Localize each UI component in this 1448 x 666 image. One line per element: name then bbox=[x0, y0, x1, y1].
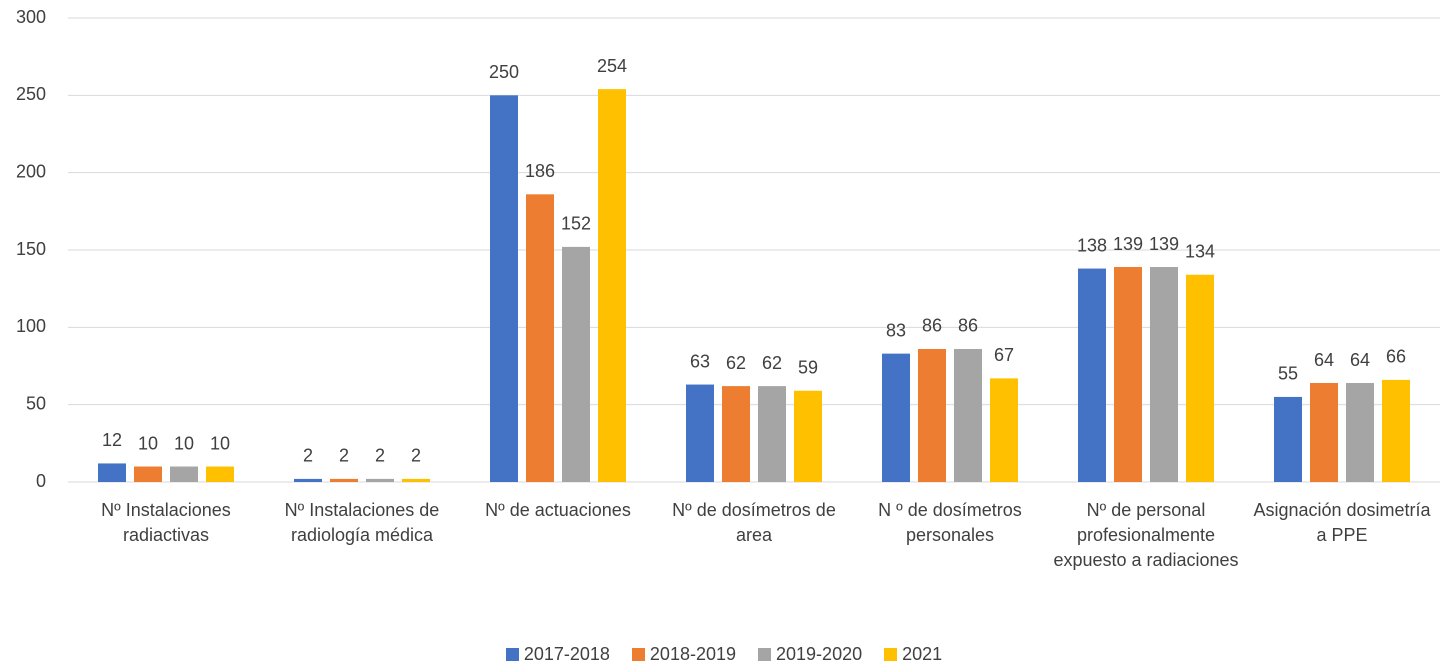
data-label: 2 bbox=[411, 446, 421, 466]
data-label: 254 bbox=[597, 56, 627, 76]
bar bbox=[134, 466, 162, 482]
data-label: 152 bbox=[561, 214, 591, 234]
data-label: 83 bbox=[886, 320, 906, 340]
data-label: 67 bbox=[994, 345, 1014, 365]
y-tick-label: 100 bbox=[16, 316, 46, 336]
data-label: 10 bbox=[210, 433, 230, 453]
data-label: 12 bbox=[102, 430, 122, 450]
bar bbox=[1150, 267, 1178, 482]
data-label: 186 bbox=[525, 161, 555, 181]
bar bbox=[882, 353, 910, 482]
bar bbox=[366, 478, 394, 482]
data-label: 64 bbox=[1314, 350, 1334, 370]
x-tick-label: Asignación dosimetría a PPE bbox=[1253, 500, 1431, 545]
x-tick-label: N º de dosímetros personales bbox=[878, 500, 1022, 545]
bar bbox=[918, 348, 946, 482]
legend-label: 2019-2020 bbox=[776, 644, 863, 664]
data-label: 139 bbox=[1149, 234, 1179, 254]
data-label: 134 bbox=[1185, 241, 1215, 261]
bar bbox=[686, 384, 714, 482]
bar bbox=[1346, 383, 1374, 482]
x-tick-label: Nº Instalaciones radiactivas bbox=[101, 500, 231, 545]
legend-swatch bbox=[884, 648, 898, 661]
bar bbox=[722, 386, 750, 482]
data-label: 10 bbox=[138, 433, 158, 453]
legend-item: 2018-2019 bbox=[631, 644, 737, 665]
bar bbox=[598, 89, 626, 482]
x-tick-label: Nº de personal profesionalmente expuesto… bbox=[1053, 500, 1239, 570]
data-label: 64 bbox=[1350, 350, 1370, 370]
bar bbox=[794, 390, 822, 482]
data-label: 55 bbox=[1278, 364, 1298, 384]
bar bbox=[206, 466, 234, 482]
bar bbox=[294, 478, 322, 482]
bar bbox=[526, 194, 554, 482]
bar bbox=[1382, 379, 1410, 482]
legend-swatch bbox=[758, 648, 772, 661]
bar bbox=[170, 466, 198, 482]
y-tick-label: 300 bbox=[16, 7, 46, 27]
data-label: 59 bbox=[798, 357, 818, 377]
bar bbox=[330, 478, 358, 482]
bar bbox=[562, 246, 590, 482]
bar bbox=[1310, 383, 1338, 482]
legend-swatch bbox=[505, 648, 519, 661]
legend-item: 2021 bbox=[884, 644, 942, 665]
bar bbox=[1114, 267, 1142, 482]
x-tick-label: Nº Instalaciones de radiología médica bbox=[284, 500, 440, 545]
bar bbox=[1186, 274, 1214, 482]
data-label: 2 bbox=[303, 446, 313, 466]
x-tick-label: Nº de actuaciones bbox=[485, 500, 631, 520]
bar bbox=[758, 386, 786, 482]
data-label: 62 bbox=[726, 353, 746, 373]
y-tick-label: 150 bbox=[16, 239, 46, 259]
bar bbox=[490, 95, 518, 482]
y-tick-label: 0 bbox=[36, 471, 46, 491]
data-label: 63 bbox=[690, 351, 710, 371]
bar bbox=[402, 478, 430, 482]
x-tick-label: Nº de dosímetros de area bbox=[672, 500, 836, 545]
legend-swatch bbox=[631, 648, 645, 661]
legend-item: 2017-2018 bbox=[505, 644, 610, 665]
bar bbox=[954, 348, 982, 482]
data-label: 86 bbox=[958, 316, 978, 336]
data-label: 86 bbox=[922, 316, 942, 336]
legend-label: 2018-2019 bbox=[649, 644, 737, 664]
bar bbox=[1078, 268, 1106, 482]
data-label: 138 bbox=[1077, 235, 1107, 255]
data-label: 2 bbox=[375, 446, 385, 466]
bar bbox=[990, 378, 1018, 482]
y-tick-label: 200 bbox=[16, 161, 46, 181]
data-label: 62 bbox=[762, 353, 782, 373]
bar bbox=[1274, 396, 1302, 482]
legend-item: 2019-2020 bbox=[758, 644, 862, 665]
data-label: 66 bbox=[1386, 347, 1406, 367]
data-label: 139 bbox=[1113, 234, 1143, 254]
y-tick-label: 50 bbox=[26, 393, 46, 413]
data-label: 2 bbox=[339, 446, 349, 466]
legend-label: 2017-2018 bbox=[523, 644, 610, 664]
legend: 2017-2018 2018-2019 2019-2020 2021 bbox=[0, 644, 1448, 665]
data-label: 250 bbox=[489, 62, 519, 82]
legend-label: 2021 bbox=[902, 644, 943, 664]
data-label: 10 bbox=[174, 433, 194, 453]
bar bbox=[98, 463, 126, 482]
y-tick-label: 250 bbox=[16, 84, 46, 104]
